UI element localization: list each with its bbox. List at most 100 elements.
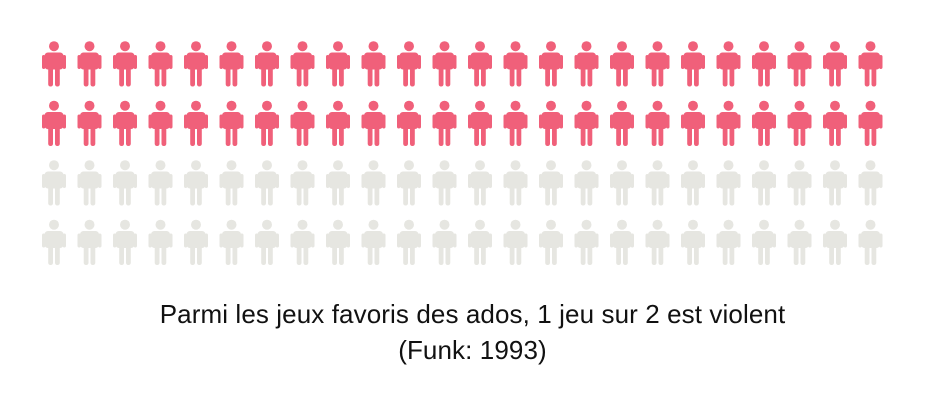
person-icon-highlighted bbox=[148, 100, 173, 146]
person-icon bbox=[397, 219, 421, 265]
person-icon bbox=[468, 160, 492, 206]
person-icon-highlighted bbox=[42, 100, 66, 146]
person-icon-highlighted bbox=[681, 100, 705, 146]
person-icon bbox=[858, 219, 883, 265]
person-icon bbox=[823, 160, 847, 206]
person-icon-highlighted bbox=[113, 100, 137, 146]
person-icon-highlighted bbox=[716, 100, 741, 146]
person-icon-highlighted bbox=[113, 41, 137, 87]
person-icon-highlighted bbox=[77, 41, 102, 87]
person-icon-highlighted bbox=[610, 100, 634, 146]
person-icon bbox=[255, 160, 279, 206]
person-icon bbox=[787, 219, 812, 265]
person-icon bbox=[113, 160, 137, 206]
person-icon-highlighted bbox=[539, 100, 563, 146]
person-icon-highlighted bbox=[787, 100, 812, 146]
person-icon bbox=[610, 219, 634, 265]
person-icon bbox=[645, 160, 670, 206]
person-icon bbox=[113, 219, 137, 265]
person-icon-highlighted bbox=[858, 41, 883, 87]
person-icon bbox=[184, 219, 208, 265]
person-icon bbox=[716, 219, 741, 265]
person-icon-highlighted bbox=[255, 41, 279, 87]
person-icon bbox=[184, 160, 208, 206]
chart-caption: Parmi les jeux favoris des ados, 1 jeu s… bbox=[0, 296, 945, 368]
person-icon-highlighted bbox=[397, 41, 421, 87]
person-icon bbox=[503, 160, 528, 206]
person-icon bbox=[610, 160, 634, 206]
person-icon-highlighted bbox=[752, 100, 776, 146]
person-icon bbox=[752, 219, 776, 265]
person-icon bbox=[858, 160, 883, 206]
person-icon-highlighted bbox=[361, 41, 386, 87]
person-icon bbox=[148, 219, 173, 265]
person-icon bbox=[148, 160, 173, 206]
person-icon bbox=[503, 219, 528, 265]
person-icon bbox=[432, 219, 457, 265]
person-icon bbox=[574, 160, 599, 206]
person-icon bbox=[468, 219, 492, 265]
person-icon bbox=[219, 160, 244, 206]
person-icon bbox=[823, 219, 847, 265]
person-icon-highlighted bbox=[823, 100, 847, 146]
person-icon bbox=[361, 160, 386, 206]
person-icon bbox=[326, 219, 350, 265]
caption-line-1: Parmi les jeux favoris des ados, 1 jeu s… bbox=[159, 299, 786, 329]
person-icon bbox=[77, 219, 102, 265]
person-icon-highlighted bbox=[361, 100, 386, 146]
person-icon-highlighted bbox=[184, 41, 208, 87]
person-icon bbox=[77, 160, 102, 206]
person-icon bbox=[290, 219, 315, 265]
person-icon bbox=[255, 219, 279, 265]
person-icon-highlighted bbox=[645, 41, 670, 87]
person-icon-highlighted bbox=[858, 100, 883, 146]
person-icon-highlighted bbox=[574, 100, 599, 146]
person-icon bbox=[397, 160, 421, 206]
person-icon bbox=[645, 219, 670, 265]
person-icon-highlighted bbox=[787, 41, 812, 87]
person-icon-highlighted bbox=[255, 100, 279, 146]
person-icon-highlighted bbox=[752, 41, 776, 87]
person-icon bbox=[752, 160, 776, 206]
person-icon-highlighted bbox=[184, 100, 208, 146]
person-icon bbox=[716, 160, 741, 206]
person-icon-highlighted bbox=[219, 100, 244, 146]
person-icon-highlighted bbox=[716, 41, 741, 87]
person-icon bbox=[574, 219, 599, 265]
person-icon bbox=[681, 219, 705, 265]
person-icon-highlighted bbox=[77, 100, 102, 146]
person-icon bbox=[681, 160, 705, 206]
person-icon-highlighted bbox=[503, 100, 528, 146]
person-icon-highlighted bbox=[290, 41, 315, 87]
person-icon-highlighted bbox=[326, 100, 350, 146]
person-icon bbox=[539, 160, 563, 206]
person-icon bbox=[290, 160, 315, 206]
person-icon-highlighted bbox=[148, 41, 173, 87]
person-icon-highlighted bbox=[432, 100, 457, 146]
person-icon-highlighted bbox=[539, 41, 563, 87]
person-icon-highlighted bbox=[574, 41, 599, 87]
person-icon bbox=[219, 219, 244, 265]
person-icon-highlighted bbox=[681, 41, 705, 87]
person-icon-highlighted bbox=[468, 41, 492, 87]
person-icon-highlighted bbox=[432, 41, 457, 87]
person-icon-highlighted bbox=[610, 41, 634, 87]
person-icon bbox=[539, 219, 563, 265]
person-icon-highlighted bbox=[219, 41, 244, 87]
person-pictogram bbox=[42, 41, 883, 265]
person-icon-highlighted bbox=[397, 100, 421, 146]
person-icon bbox=[787, 160, 812, 206]
person-icon-highlighted bbox=[290, 100, 315, 146]
person-icon-highlighted bbox=[645, 100, 670, 146]
caption-source: (Funk: 1993) bbox=[398, 335, 547, 365]
person-icon bbox=[42, 219, 66, 265]
person-icon-highlighted bbox=[503, 41, 528, 87]
person-icon-highlighted bbox=[42, 41, 66, 87]
person-icon bbox=[432, 160, 457, 206]
person-icon bbox=[361, 219, 386, 265]
person-icon-highlighted bbox=[326, 41, 350, 87]
person-icon-highlighted bbox=[823, 41, 847, 87]
person-icon bbox=[326, 160, 350, 206]
person-icon-highlighted bbox=[468, 100, 492, 146]
person-icon bbox=[42, 160, 66, 206]
